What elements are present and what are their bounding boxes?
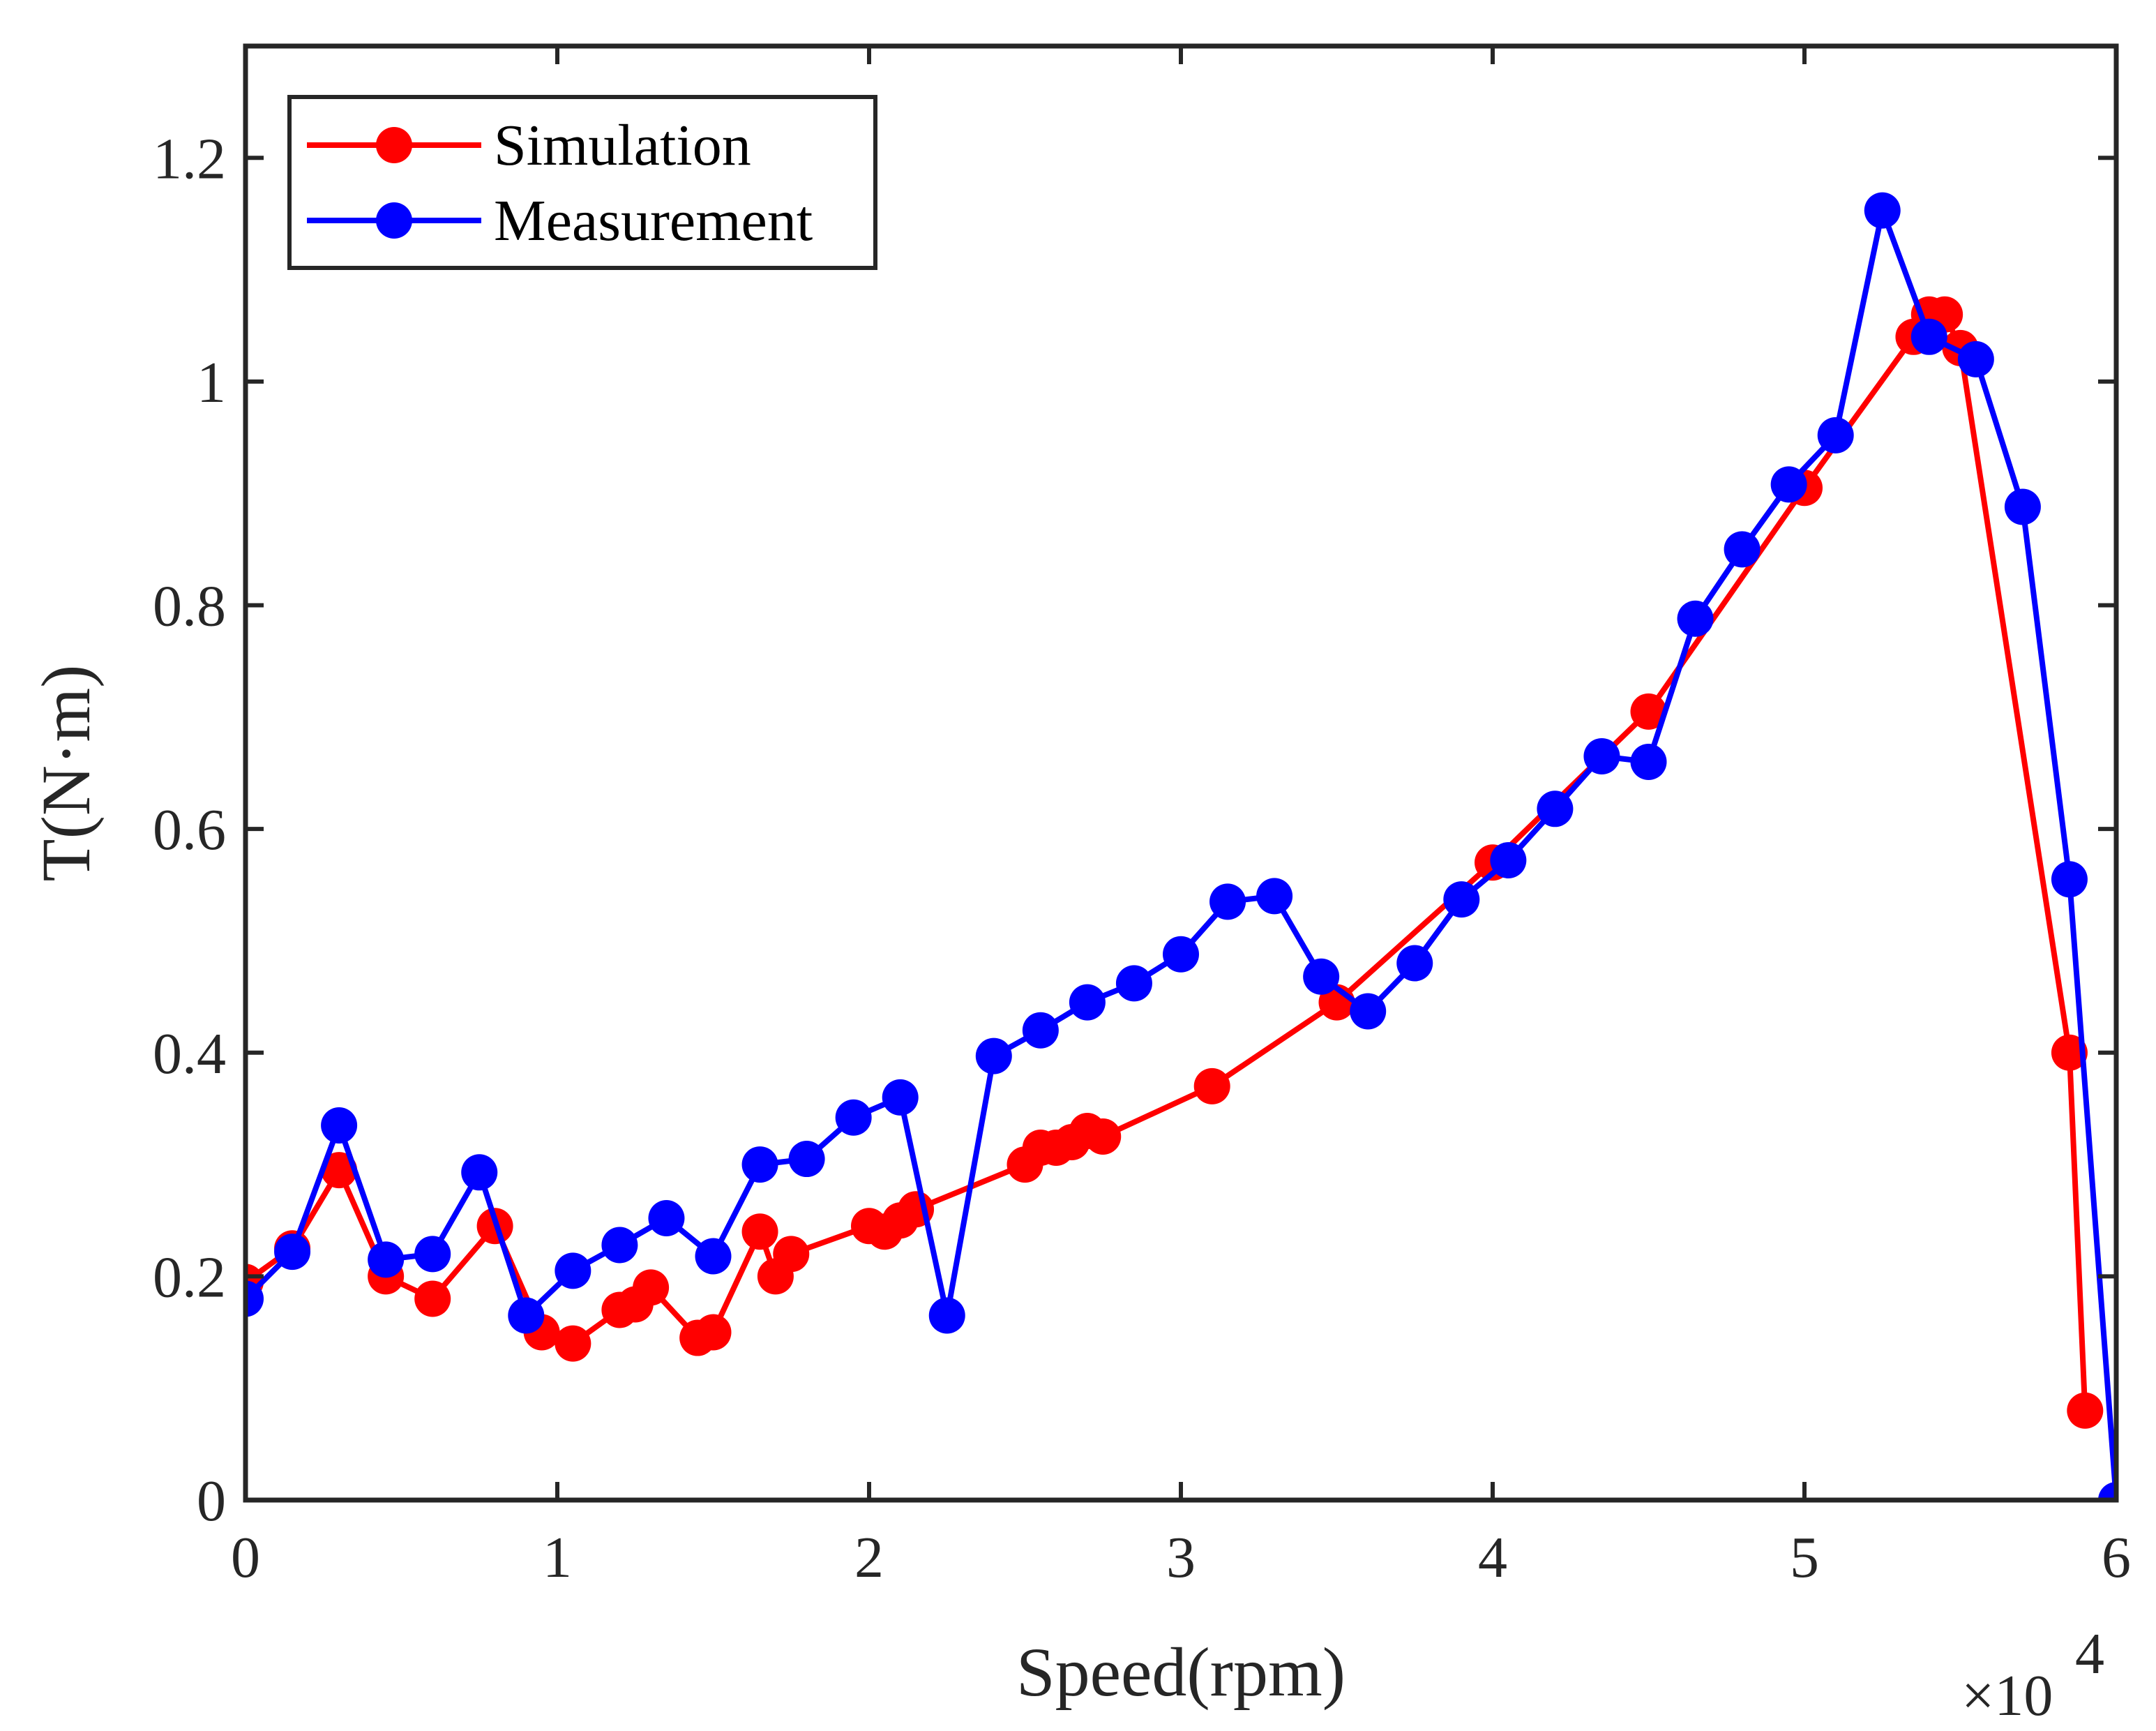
- x-axis-multiplier-exponent: 4: [2075, 1621, 2104, 1686]
- legend-entry-simulation: Simulation: [307, 113, 751, 178]
- data-point-measurement: [1209, 883, 1246, 920]
- x-axis-title: Speed(rpm): [1016, 1633, 1345, 1711]
- data-point-simulation: [2067, 1392, 2104, 1429]
- data-point-measurement: [1490, 842, 1527, 879]
- data-point-measurement: [1069, 984, 1106, 1021]
- x-tick-label: 0: [231, 1525, 260, 1590]
- legend-marker-measurement: [376, 202, 412, 239]
- data-point-measurement: [1163, 936, 1199, 973]
- data-point-simulation: [695, 1314, 732, 1351]
- data-point-simulation: [1193, 1067, 1230, 1104]
- data-point-measurement: [1537, 790, 1574, 827]
- data-point-measurement: [1957, 340, 1994, 377]
- data-point-simulation: [555, 1325, 591, 1362]
- data-point-simulation: [773, 1236, 810, 1273]
- y-tick-label: 0.4: [153, 1021, 226, 1086]
- data-point-measurement: [461, 1154, 498, 1191]
- x-tick-label: 2: [854, 1525, 884, 1590]
- legend-entry-measurement: Measurement: [307, 188, 813, 253]
- data-point-measurement: [1677, 600, 1714, 637]
- data-point-measurement: [741, 1146, 778, 1183]
- data-point-measurement: [414, 1236, 451, 1273]
- data-point-measurement: [368, 1241, 405, 1278]
- x-tick-label: 5: [1790, 1525, 1819, 1590]
- y-axis-title: T(N·m): [27, 665, 105, 882]
- data-point-measurement: [1022, 1012, 1059, 1049]
- data-point-measurement: [508, 1297, 545, 1334]
- series-layer: [246, 192, 2116, 1500]
- data-point-measurement: [1115, 965, 1152, 1002]
- data-point-measurement: [1724, 531, 1761, 568]
- data-point-measurement: [2051, 861, 2088, 898]
- y-tick-label: 0.6: [153, 797, 226, 862]
- y-tick-label: 1.2: [153, 126, 226, 191]
- data-point-measurement: [928, 1297, 965, 1334]
- legend-box: [287, 95, 877, 270]
- data-point-measurement: [1630, 743, 1667, 780]
- data-point-measurement: [1770, 466, 1807, 503]
- data-point-measurement: [1910, 318, 1947, 355]
- data-point-simulation: [633, 1269, 670, 1306]
- legend-label-measurement: Measurement: [494, 188, 813, 253]
- data-point-measurement: [1864, 192, 1901, 229]
- data-point-measurement: [2098, 1482, 2116, 1500]
- y-tick-label: 0: [197, 1469, 226, 1534]
- data-point-simulation: [1630, 693, 1667, 730]
- x-tick-label: 6: [2102, 1525, 2131, 1590]
- data-point-measurement: [274, 1234, 311, 1271]
- data-point-measurement: [975, 1037, 1012, 1074]
- y-tick-label: 0.2: [153, 1245, 226, 1310]
- data-point-simulation: [741, 1213, 778, 1250]
- y-tick-label: 1: [197, 350, 226, 415]
- x-tick-label: 4: [1478, 1525, 1507, 1590]
- data-point-measurement: [1256, 878, 1293, 915]
- x-tick-label: 1: [543, 1525, 572, 1590]
- data-point-measurement: [648, 1200, 685, 1237]
- data-point-measurement: [321, 1107, 358, 1144]
- data-point-measurement: [1583, 737, 1620, 774]
- legend: Simulation Measurement: [287, 95, 877, 270]
- x-tick-label: 3: [1166, 1525, 1196, 1590]
- data-point-measurement: [1350, 993, 1387, 1030]
- y-tick-label: 0.8: [153, 574, 226, 639]
- data-point-measurement: [2004, 488, 2041, 525]
- data-point-measurement: [835, 1099, 872, 1136]
- data-point-measurement: [882, 1079, 919, 1116]
- axes-layer: 0 1 2 3 4 5 6 0 0.2 0.4 0.6 0.8 1 1.2 Speed(rpm) T(N·m)…: [27, 43, 2131, 1728]
- data-point-measurement: [601, 1227, 638, 1264]
- data-point-measurement: [695, 1238, 732, 1275]
- data-point-measurement: [555, 1252, 591, 1289]
- series-measurement: [246, 192, 2116, 1500]
- data-point-measurement: [1443, 881, 1480, 918]
- data-point-measurement: [1396, 945, 1433, 982]
- data-point-simulation: [414, 1280, 451, 1317]
- data-point-measurement: [1817, 417, 1854, 454]
- data-point-measurement: [1303, 958, 1340, 995]
- x-axis-multiplier: ×10: [1961, 1663, 2053, 1728]
- data-point-measurement: [788, 1141, 825, 1178]
- data-point-simulation: [1085, 1118, 1122, 1155]
- data-point-simulation: [321, 1152, 358, 1189]
- data-point-simulation: [2051, 1034, 2088, 1071]
- data-point-measurement: [246, 1280, 264, 1317]
- legend-marker-simulation: [376, 127, 412, 163]
- legend-label-simulation: Simulation: [494, 113, 751, 178]
